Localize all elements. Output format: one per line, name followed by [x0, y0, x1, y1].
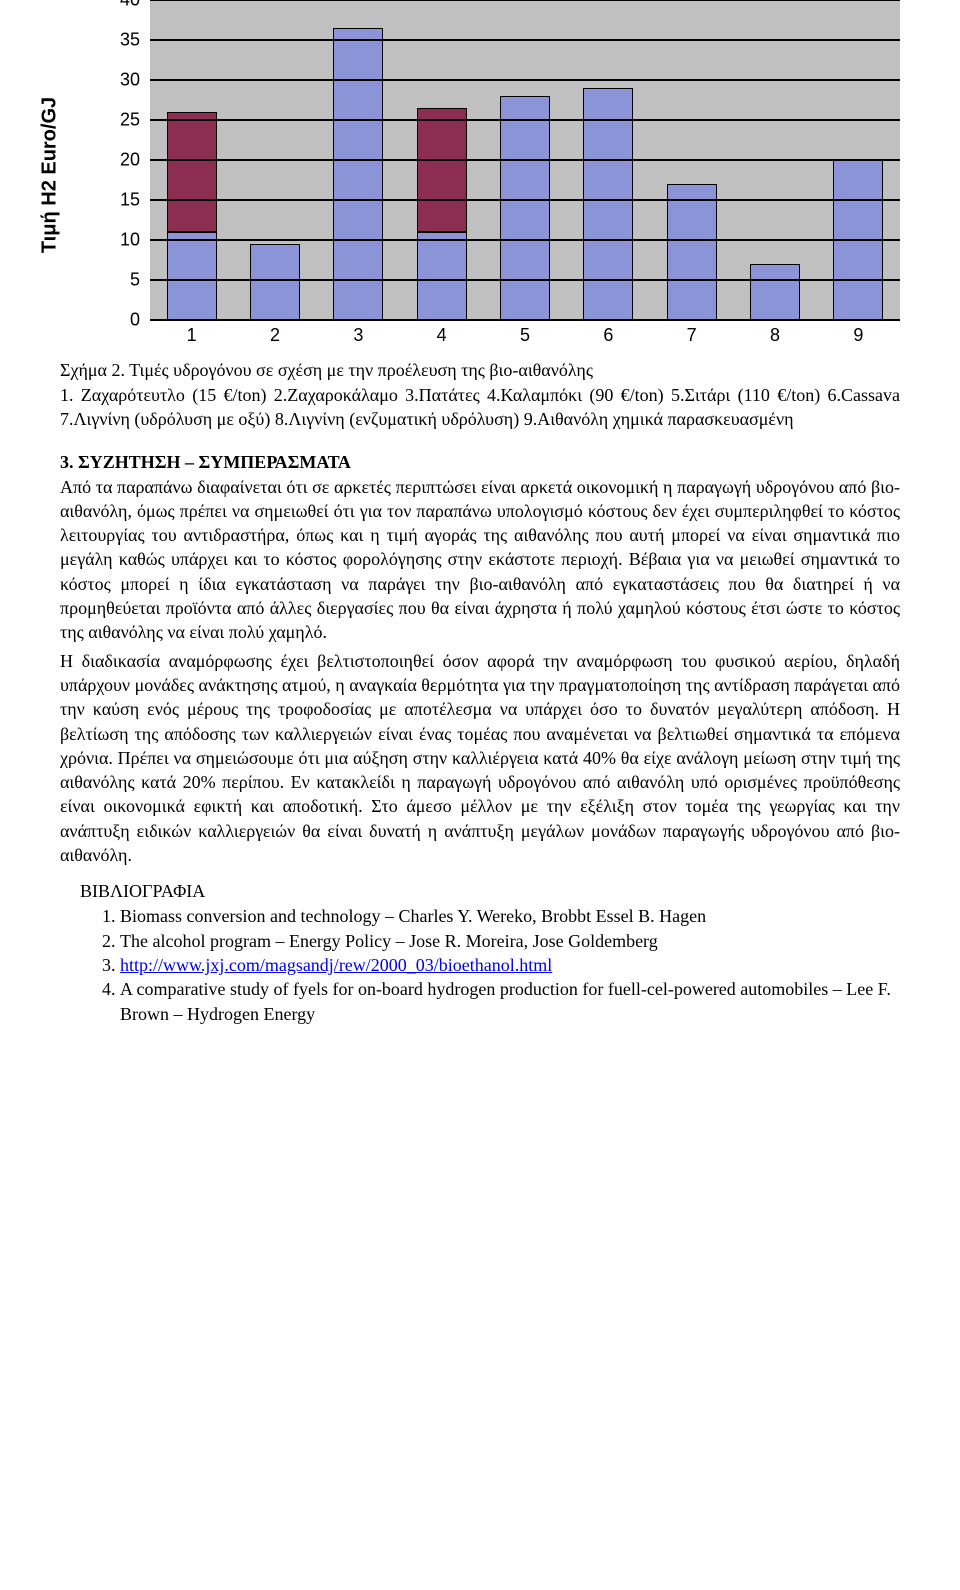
- section-heading: 3. ΣΥΖΗΤΗΣΗ – ΣΥΜΠΕΡΑΣΜΑΤΑ: [60, 452, 900, 473]
- biblio-link[interactable]: http://www.jxj.com/magsandj/rew/2000_03/…: [120, 955, 552, 975]
- figure-legend: 1. Ζαχαρότευτλο (15 €/ton) 2.Ζαχαροκάλαμ…: [60, 383, 900, 432]
- biblio-item: Biomass conversion and technology – Char…: [120, 904, 900, 928]
- paragraph-1: Από τα παραπάνω διαφαίνεται ότι σε αρκετ…: [60, 475, 900, 645]
- x-axis-labels: 123456789: [150, 325, 900, 350]
- chart-plot-area: 0510152025303540: [150, 0, 900, 320]
- biblio-item: http://www.jxj.com/magsandj/rew/2000_03/…: [120, 953, 900, 977]
- biblio-item: The alcohol program – Energy Policy – Jo…: [120, 929, 900, 953]
- h2-price-chart: Τιμή H2 Euro/GJ 0510152025303540 1234567…: [60, 0, 900, 350]
- figure-caption: Σχήμα 2. Τιμές υδρογόνου σε σχέση με την…: [60, 360, 900, 381]
- bibliography-heading: ΒΙΒΛΙΟΓΡΑΦΙΑ: [80, 881, 900, 902]
- biblio-item: A comparative study of fyels for on-boar…: [120, 977, 900, 1026]
- bibliography-list: Biomass conversion and technology – Char…: [100, 904, 900, 1025]
- y-axis-label: Τιμή H2 Euro/GJ: [39, 97, 62, 253]
- paragraph-2: Η διαδικασία αναμόρφωσης έχει βελτιστοπο…: [60, 649, 900, 868]
